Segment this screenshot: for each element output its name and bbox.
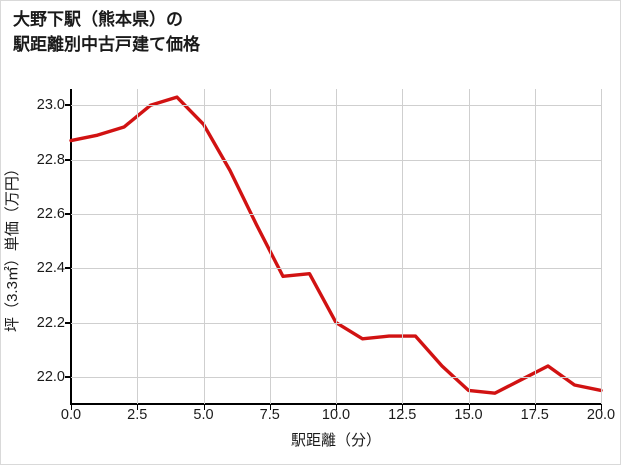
x-tick-label: 7.5 [259, 407, 280, 423]
y-tick-mark [65, 158, 71, 161]
gridline-vertical [534, 89, 536, 404]
gridline-vertical [336, 89, 337, 404]
x-tick-mark [203, 404, 205, 410]
y-tick-label: 22.2 [36, 314, 65, 331]
gridline-vertical [402, 89, 404, 404]
gridline-vertical [137, 89, 139, 404]
plot-area [65, 89, 603, 410]
x-tick-label: 5.0 [193, 407, 214, 423]
x-tick-mark [534, 404, 536, 410]
x-tick-mark [71, 404, 72, 410]
x-tick-mark [468, 404, 470, 410]
plot-wrapper [65, 89, 603, 410]
y-tick-mark [65, 212, 71, 215]
y-tick-label: 22.8 [36, 151, 65, 168]
x-tick-mark [402, 404, 404, 410]
gridline-vertical [468, 89, 470, 404]
x-tick-mark [336, 404, 337, 410]
x-axis-title: 駅距離（分） [290, 432, 381, 449]
y-axis-tick-labels: 22.0 22.2 22.4 22.6 22.8 23.0 [1, 89, 65, 404]
x-tick-label: 0.0 [60, 407, 82, 423]
y-tick-label: 22.4 [36, 260, 65, 277]
gridline-vertical [601, 89, 602, 404]
y-axis-title: 坪（3.3㎡）単価（万円） [4, 161, 21, 332]
x-tick-mark [269, 404, 271, 410]
page-title: 大野下駅（熊本県）の 駅距離別中古戸建て価格 [13, 10, 200, 54]
x-tick-mark [601, 404, 602, 410]
x-tick-mark [137, 404, 139, 410]
y-tick-label: 23.0 [36, 97, 65, 114]
y-tick-label: 22.0 [36, 368, 65, 385]
x-tick-label: 20.0 [586, 407, 616, 423]
x-tick-label: 10.0 [321, 407, 351, 423]
gridline-vertical [203, 89, 205, 404]
x-tick-label: 2.5 [127, 407, 148, 423]
y-tick-mark [65, 104, 71, 107]
y-tick-mark [65, 267, 71, 270]
x-tick-label: 12.5 [388, 407, 417, 423]
y-tick-label: 22.6 [36, 205, 65, 222]
y-tick-mark [65, 321, 71, 324]
x-axis-tick-labels: 0.0 2.5 5.0 7.5 10.0 12.5 15.0 17.5 20.0 [61, 407, 615, 427]
x-tick-label: 17.5 [520, 407, 549, 423]
y-tick-mark [65, 375, 71, 378]
gridline-vertical [269, 89, 271, 404]
y-axis-line [70, 89, 72, 404]
x-tick-label: 15.0 [454, 407, 483, 423]
